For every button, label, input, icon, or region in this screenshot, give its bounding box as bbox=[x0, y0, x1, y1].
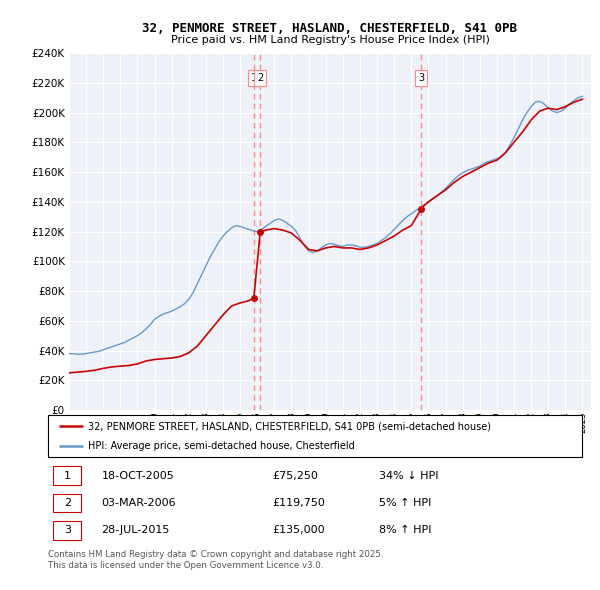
Text: 5% ↑ HPI: 5% ↑ HPI bbox=[379, 498, 431, 508]
Text: Price paid vs. HM Land Registry's House Price Index (HPI): Price paid vs. HM Land Registry's House … bbox=[170, 35, 490, 45]
Text: 18-OCT-2005: 18-OCT-2005 bbox=[101, 471, 174, 481]
Text: 8% ↑ HPI: 8% ↑ HPI bbox=[379, 525, 431, 535]
Text: 2: 2 bbox=[257, 73, 263, 83]
Text: This data is licensed under the Open Government Licence v3.0.: This data is licensed under the Open Gov… bbox=[48, 560, 323, 569]
Text: £75,250: £75,250 bbox=[272, 471, 318, 481]
Text: 2: 2 bbox=[64, 498, 71, 508]
Text: Contains HM Land Registry data © Crown copyright and database right 2025.: Contains HM Land Registry data © Crown c… bbox=[48, 550, 383, 559]
Text: HPI: Average price, semi-detached house, Chesterfield: HPI: Average price, semi-detached house,… bbox=[88, 441, 355, 451]
Text: 1: 1 bbox=[251, 73, 257, 83]
Bar bbox=[53, 494, 81, 512]
Text: 34% ↓ HPI: 34% ↓ HPI bbox=[379, 471, 439, 481]
Text: 3: 3 bbox=[418, 73, 424, 83]
Text: 28-JUL-2015: 28-JUL-2015 bbox=[101, 525, 170, 535]
Text: 32, PENMORE STREET, HASLAND, CHESTERFIELD, S41 0PB (semi-detached house): 32, PENMORE STREET, HASLAND, CHESTERFIEL… bbox=[88, 421, 491, 431]
Bar bbox=[53, 466, 81, 485]
Text: 3: 3 bbox=[64, 525, 71, 535]
Text: 1: 1 bbox=[64, 471, 71, 481]
Text: £135,000: £135,000 bbox=[272, 525, 325, 535]
Text: 32, PENMORE STREET, HASLAND, CHESTERFIELD, S41 0PB: 32, PENMORE STREET, HASLAND, CHESTERFIEL… bbox=[143, 22, 517, 35]
Text: £119,750: £119,750 bbox=[272, 498, 325, 508]
Text: 03-MAR-2006: 03-MAR-2006 bbox=[101, 498, 176, 508]
Bar bbox=[53, 521, 81, 540]
